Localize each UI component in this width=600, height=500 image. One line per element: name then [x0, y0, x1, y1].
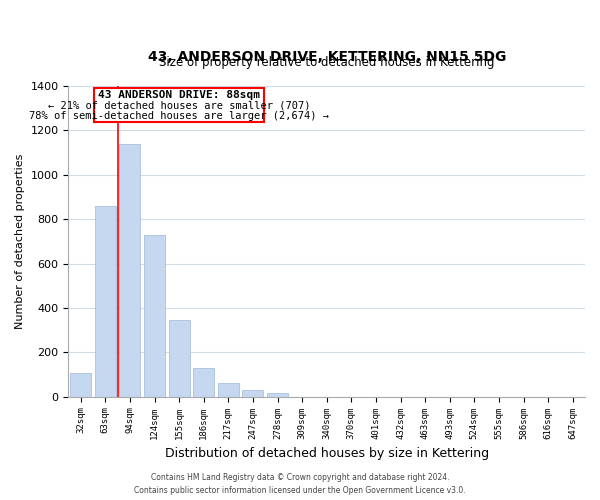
X-axis label: Distribution of detached houses by size in Kettering: Distribution of detached houses by size …	[164, 447, 489, 460]
Title: 43, ANDERSON DRIVE, KETTERING, NN15 5DG: 43, ANDERSON DRIVE, KETTERING, NN15 5DG	[148, 50, 506, 64]
FancyBboxPatch shape	[94, 88, 264, 122]
Bar	[95, 206, 116, 396]
Text: 78% of semi-detached houses are larger (2,674) →: 78% of semi-detached houses are larger (…	[29, 111, 329, 121]
Bar	[267, 392, 288, 396]
Y-axis label: Number of detached properties: Number of detached properties	[15, 154, 25, 329]
Text: ← 21% of detached houses are smaller (707): ← 21% of detached houses are smaller (70…	[48, 100, 310, 110]
Bar	[193, 368, 214, 396]
Text: Size of property relative to detached houses in Kettering: Size of property relative to detached ho…	[159, 56, 494, 69]
Bar	[218, 384, 239, 396]
Bar	[119, 144, 140, 396]
Bar	[169, 320, 190, 396]
Bar	[70, 374, 91, 396]
Bar	[144, 234, 165, 396]
Text: Contains HM Land Registry data © Crown copyright and database right 2024.
Contai: Contains HM Land Registry data © Crown c…	[134, 474, 466, 495]
Text: 43 ANDERSON DRIVE: 88sqm: 43 ANDERSON DRIVE: 88sqm	[98, 90, 260, 101]
Bar	[242, 390, 263, 396]
